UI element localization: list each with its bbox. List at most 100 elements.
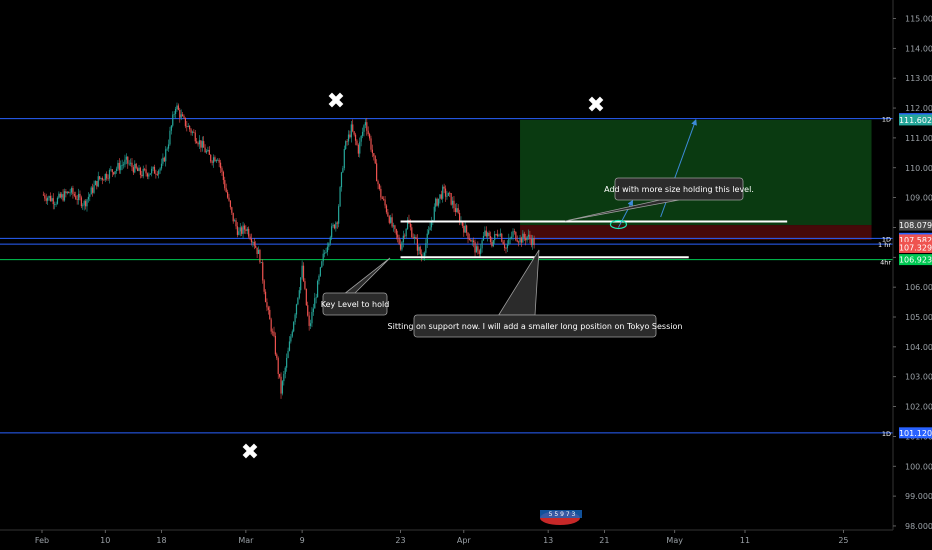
candle-body (515, 231, 517, 241)
level-timeframe-label: 4hr (880, 259, 891, 267)
price-tick-label: 98.000 (905, 522, 932, 531)
candle-body (146, 173, 149, 177)
candle-body (176, 105, 178, 109)
candle-body (243, 225, 246, 230)
callout[interactable]: Key Level to hold (321, 257, 391, 316)
level-timeframe-label: 1D (882, 116, 891, 124)
candle-body (114, 170, 116, 175)
candle-body (321, 261, 323, 268)
candle-body (248, 228, 250, 237)
candle-body (186, 126, 188, 128)
candle-body (340, 172, 343, 188)
candle-body (336, 222, 338, 224)
price-tick-label: 105.000 (905, 313, 932, 322)
candle-body (436, 198, 438, 206)
candle-body (314, 298, 316, 309)
watermark-banner-icon (540, 510, 582, 518)
candle-body (494, 234, 496, 241)
candle-body (280, 376, 282, 394)
candle-body (159, 168, 161, 171)
candle-body (269, 309, 271, 320)
projection-arrow[interactable] (618, 199, 633, 228)
candle-body (151, 168, 153, 174)
candle-body (473, 240, 475, 243)
candle-body (457, 208, 459, 213)
candle-body (443, 186, 445, 189)
candle-body (373, 153, 375, 157)
candle-body (62, 194, 64, 201)
candle-body (156, 174, 158, 175)
price-tick-label: 111.000 (905, 134, 932, 143)
candle-body (155, 173, 157, 175)
candle-body (279, 373, 281, 377)
candle-body (257, 249, 260, 254)
callout[interactable]: Sitting on support now. I will add a sma… (388, 249, 683, 338)
candle-body (264, 291, 267, 303)
candle-body (474, 242, 476, 253)
price-tag (899, 427, 932, 439)
candle-body (332, 224, 334, 227)
entry-circle[interactable] (609, 219, 628, 230)
candle-body (166, 148, 168, 150)
candle-body (221, 168, 223, 172)
candle-body (463, 225, 465, 233)
candle-body (347, 134, 350, 142)
candle-body (381, 197, 383, 199)
candle-body (65, 191, 67, 194)
candle-body (401, 242, 403, 250)
candle-body (127, 156, 129, 164)
candle-body (346, 141, 348, 143)
price-tag-label: 107.329 (899, 243, 932, 252)
annotations[interactable]: Add with more size holding this level. Ke… (321, 119, 788, 338)
price-tag (899, 234, 932, 246)
candle-body (319, 267, 321, 276)
candle-body (530, 239, 532, 246)
candle-body (270, 319, 272, 332)
candle-body (113, 172, 115, 175)
candle-body (377, 181, 379, 185)
time-tick-label: 10 (100, 536, 110, 545)
candle-body (141, 174, 143, 177)
candle-body (343, 149, 345, 169)
candle-body (131, 162, 133, 168)
price-tag-label: 111.602 (899, 116, 932, 125)
candle-body (398, 237, 400, 244)
time-axis[interactable]: Feb 10 18 Mar 9 23 Apr 13 21 May 11 25 (0, 529, 893, 545)
candle-body (333, 224, 336, 229)
price-tag (899, 219, 932, 231)
candle-body (90, 187, 92, 195)
candle-body (446, 195, 448, 197)
candle-body (354, 134, 357, 141)
candle-body (138, 167, 140, 172)
candle-body (96, 181, 98, 187)
price-tag (899, 241, 932, 253)
level-timeframe-label: 1 hr (878, 241, 891, 249)
candle-body (89, 194, 91, 197)
candle-body (163, 157, 165, 162)
time-tick-label: 13 (543, 536, 553, 545)
candle-body (117, 162, 119, 169)
candle-body (262, 262, 264, 281)
candle-body (430, 221, 433, 228)
time-tick-label: 25 (838, 536, 848, 545)
callout[interactable]: Add with more size holding this level. (564, 177, 754, 222)
candle-body (239, 227, 241, 232)
candle-body (489, 236, 492, 242)
candle-body (496, 234, 499, 237)
candle-body (456, 208, 458, 213)
time-tick-label: May (666, 536, 683, 545)
candle-body (416, 239, 419, 251)
candle-body (103, 179, 105, 181)
candle-body (236, 226, 239, 235)
candle-body (252, 242, 254, 243)
candle-body (211, 161, 213, 163)
candle-body (167, 144, 170, 149)
time-tick-label: 9 (300, 536, 305, 545)
candle-body (322, 253, 324, 262)
position-zones (520, 119, 872, 240)
candle-body (329, 237, 331, 244)
candle-body (318, 275, 320, 281)
